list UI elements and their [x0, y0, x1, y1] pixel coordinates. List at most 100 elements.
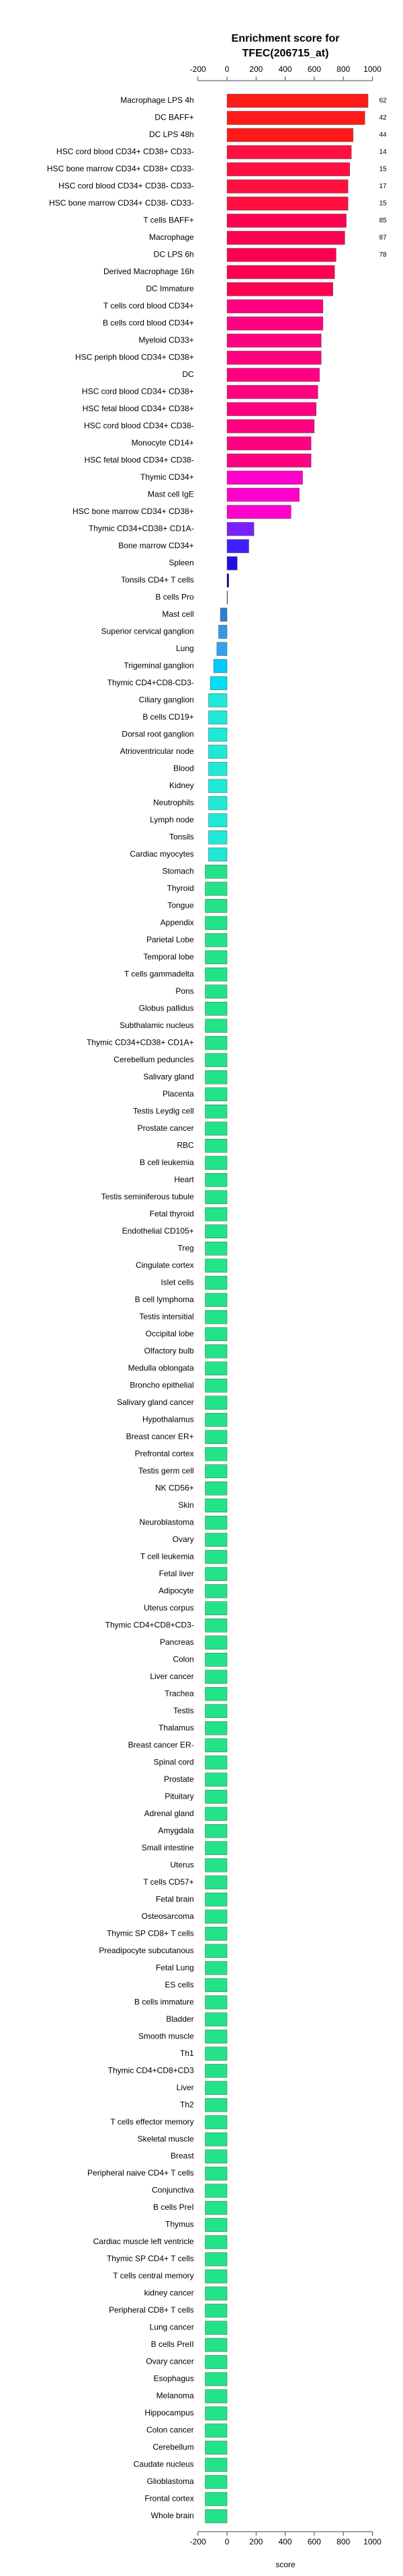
y-tick-label: Frontal cortex	[144, 2494, 193, 2503]
y-tick-label: T cells CD57+	[143, 1877, 193, 1887]
y-tick-label: Parietal Lobe	[146, 935, 194, 944]
y-tick-label: Globus pallidus	[139, 1003, 194, 1013]
bar	[205, 1635, 228, 1649]
bar	[205, 1053, 228, 1068]
bar	[205, 1670, 228, 1684]
y-tick-label: Treg	[177, 1243, 193, 1252]
y-tick-label: Breast cancer ER-	[128, 1740, 194, 1750]
y-tick-label: Mast cell IgE	[148, 490, 194, 499]
bar	[205, 1087, 228, 1102]
bar	[205, 882, 228, 896]
y-tick-label: Fetal brain	[156, 1894, 194, 1903]
bar	[205, 1909, 228, 1924]
bar	[226, 454, 312, 468]
bar	[205, 1789, 228, 1804]
x-tick-label: 0	[225, 2537, 230, 2546]
bar	[205, 2269, 228, 2284]
bar	[205, 2303, 228, 2318]
bar	[205, 1738, 228, 1752]
y-tick-label: Liver	[177, 2083, 194, 2092]
bar	[205, 2492, 228, 2506]
bar	[226, 93, 369, 108]
y-tick-label: Osteosarcoma	[142, 1912, 194, 1921]
y-tick-label: Breast	[171, 2151, 194, 2161]
bar	[205, 1772, 228, 1787]
bar	[205, 2047, 228, 2061]
bar	[208, 762, 228, 776]
bar	[218, 625, 228, 639]
bar	[205, 1481, 228, 1496]
y-tick-label: B cells Pro	[155, 593, 194, 602]
y-tick-label: Ovary cancer	[146, 2357, 193, 2366]
bar	[205, 1841, 228, 1855]
y-tick-label: Thymic CD34+CD38+ CD1A+	[87, 1037, 194, 1047]
bar	[205, 1704, 228, 1718]
y-tick-label: Cerebellum peduncles	[114, 1055, 193, 1064]
y-tick-label: Superior cervical ganglion	[101, 627, 194, 636]
bar	[205, 1601, 228, 1615]
bar	[205, 2166, 228, 2181]
y-tick-label: Tongue	[167, 901, 194, 910]
y-tick-label: Placenta	[163, 1089, 194, 1099]
bar	[205, 1995, 228, 2010]
y-tick-label: Broncho epithelial	[130, 1380, 193, 1389]
x-tick-label: 200	[249, 2537, 263, 2546]
bar	[205, 1378, 228, 1393]
y-tick-label: kidney cancer	[144, 2288, 194, 2298]
bar	[205, 1156, 228, 1170]
annotation: 17	[379, 183, 387, 190]
y-tick-label: Peripheral naive CD4+ T cells	[87, 2168, 194, 2178]
y-tick-label: HSC cord blood CD34+ CD38- CD33-	[58, 181, 194, 191]
bar	[205, 1310, 228, 1324]
annotation: 15	[379, 200, 387, 208]
bar	[205, 1567, 228, 1581]
y-tick-label: T cells effector memory	[110, 2117, 193, 2127]
y-tick-label: HSC fetal blood CD34+ CD38+	[83, 404, 194, 413]
bar	[226, 436, 312, 451]
y-tick-label: Stomach	[162, 867, 193, 876]
bar	[205, 1755, 228, 1770]
bar	[205, 2218, 228, 2232]
y-tick-label: Smooth muscle	[138, 2031, 194, 2041]
y-tick-label: Liver cancer	[150, 1672, 193, 1681]
bar	[205, 2029, 228, 2044]
bar	[226, 214, 347, 228]
y-tick-label: ES cells	[165, 1980, 193, 1989]
bar	[205, 1293, 228, 1307]
bar	[208, 847, 228, 862]
y-tick-label: Preadipocyte subcutanous	[99, 1946, 193, 1955]
bar	[205, 1019, 228, 1033]
bar	[205, 1498, 228, 1512]
y-tick-label: Olfactory bulb	[144, 1346, 194, 1355]
y-tick-label: Thalamus	[159, 1723, 194, 1732]
y-tick-label: Testis Leydig cell	[133, 1106, 194, 1115]
x-axis-label: score	[275, 2560, 296, 2569]
bar	[205, 2372, 228, 2387]
y-tick-label: Thymic CD4+CD8+CD3	[108, 2065, 194, 2075]
y-tick-label: Fetal thyroid	[150, 1209, 194, 1218]
bar	[205, 1412, 228, 1427]
bar	[205, 2475, 228, 2489]
y-tick-label: Ciliary ganglion	[139, 695, 194, 705]
bar	[226, 316, 324, 331]
y-tick-label: Esophagus	[154, 2374, 194, 2383]
bar	[205, 1807, 228, 1821]
y-tick-label: Testis germ cell	[138, 1466, 194, 1475]
x-tick-label: 1000	[363, 2537, 382, 2546]
y-tick-label: Derived Macrophage 16h	[103, 267, 194, 276]
y-tick-label: Salivary gland	[143, 1072, 193, 1081]
bar	[205, 984, 228, 999]
bar	[205, 1327, 228, 1341]
bar	[205, 1618, 228, 1633]
bar	[226, 230, 345, 245]
bar	[205, 1686, 228, 1701]
bar	[205, 1875, 228, 1889]
y-tick-label: Tonsils CD4+ T cells	[121, 575, 194, 585]
y-tick-label: Th1	[180, 2049, 194, 2058]
bar	[205, 1652, 228, 1667]
y-tick-label: Islet cells	[161, 1277, 193, 1287]
y-tick-label: Testis intersitial	[139, 1312, 193, 1321]
y-tick-label: Cardiac myocytes	[130, 849, 193, 859]
y-tick-label: HSC cord blood CD34+ CD38+	[82, 387, 194, 396]
y-tick-label: Thymic CD4+CD8+CD3-	[105, 1620, 194, 1629]
